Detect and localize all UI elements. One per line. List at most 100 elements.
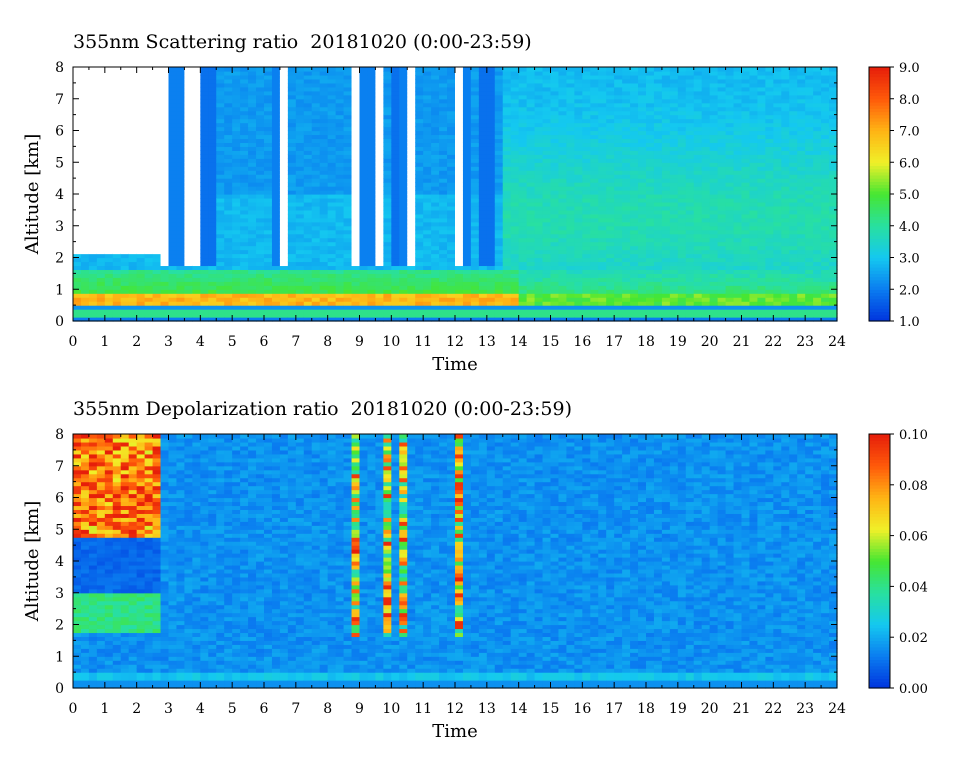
- heatmap-cell: [287, 67, 297, 72]
- heatmap-cell: [598, 166, 607, 171]
- heatmap-cell: [295, 82, 305, 88]
- heatmap-cell: [335, 130, 345, 136]
- heatmap-cell: [646, 201, 655, 207]
- heatmap-cell: [494, 86, 504, 92]
- heatmap-cell: [558, 201, 568, 207]
- heatmap-cell: [494, 237, 504, 243]
- heatmap-cell: [240, 313, 249, 318]
- heatmap-cell: [606, 98, 615, 104]
- heatmap-cell: [271, 317, 281, 322]
- heatmap-cell: [208, 229, 217, 235]
- heatmap-cell: [120, 213, 130, 219]
- heatmap-cell: [351, 249, 361, 255]
- heatmap-cell: [685, 225, 695, 231]
- heatmap-cell: [200, 170, 209, 175]
- heatmap-cell: [327, 233, 337, 239]
- heatmap-cell: [439, 277, 448, 282]
- heatmap-cell: [264, 130, 273, 136]
- heatmap-cell: [80, 245, 90, 251]
- heatmap-cell: [630, 154, 639, 159]
- heatmap-cell: [677, 78, 687, 84]
- heatmap-cell: [646, 162, 655, 167]
- heatmap-cell: [598, 110, 607, 116]
- heatmap-cell: [638, 273, 647, 278]
- heatmap-cell: [638, 130, 647, 136]
- heatmap-cell: [224, 225, 233, 231]
- heatmap-cell: [343, 142, 353, 147]
- heatmap-cell: [462, 217, 472, 223]
- heatmap-cell: [582, 245, 591, 251]
- heatmap-cell: [622, 241, 631, 247]
- heatmap-cell: [399, 90, 408, 96]
- heatmap-cell: [303, 309, 313, 314]
- heatmap-cell: [256, 305, 265, 310]
- heatmap-cell: [359, 201, 369, 207]
- heatmap-cell: [638, 102, 647, 108]
- heatmap-cell: [264, 201, 273, 207]
- heatmap-cell: [542, 194, 552, 199]
- heatmap-cell: [327, 293, 337, 298]
- heatmap-cell: [646, 237, 655, 243]
- heatmap-cell: [303, 297, 313, 302]
- heatmap-cell: [598, 309, 607, 314]
- heatmap-cell: [510, 114, 520, 120]
- heatmap-cell: [383, 225, 392, 231]
- heatmap-cell: [327, 118, 337, 124]
- heatmap-cell: [542, 281, 552, 286]
- heatmap-cell: [478, 273, 488, 278]
- heatmap-cell: [271, 134, 281, 140]
- heatmap-cell: [232, 74, 241, 80]
- heatmap-cell: [216, 194, 225, 199]
- heatmap-cell: [104, 86, 114, 92]
- heatmap-cell: [407, 90, 416, 96]
- heatmap-cell: [526, 114, 536, 120]
- heatmap-cell: [216, 70, 225, 76]
- heatmap-cell: [462, 237, 472, 243]
- heatmap-cell: [240, 197, 249, 203]
- heatmap-cell: [638, 182, 647, 187]
- heatmap-cell: [502, 289, 512, 294]
- heatmap-cell: [518, 142, 528, 147]
- heatmap-cell: [351, 102, 361, 108]
- heatmap-cell: [335, 249, 345, 255]
- heatmap-cell: [550, 273, 560, 278]
- heatmap-cell: [653, 241, 663, 247]
- heatmap-cell: [470, 82, 480, 88]
- heatmap-cell: [399, 297, 408, 302]
- heatmap-cell: [168, 194, 178, 199]
- heatmap-cell: [661, 317, 671, 322]
- heatmap-cell: [399, 205, 408, 211]
- heatmap-cell: [96, 205, 106, 211]
- heatmap-cell: [486, 70, 496, 76]
- heatmap-cell: [439, 182, 448, 187]
- heatmap-cell: [526, 237, 536, 243]
- heatmap-cell: [383, 122, 392, 128]
- heatmap-cell: [240, 241, 249, 247]
- heatmap-cell: [653, 313, 663, 318]
- heatmap-cell: [271, 277, 281, 282]
- heatmap-cell: [152, 249, 162, 255]
- heatmap-cell: [319, 138, 329, 144]
- heatmap-cell: [287, 162, 297, 167]
- heatmap-cell: [661, 130, 671, 136]
- heatmap-cell: [152, 313, 162, 318]
- heatmap-cell: [470, 313, 480, 318]
- heatmap-cell: [383, 205, 392, 211]
- heatmap-cell: [415, 182, 424, 187]
- heatmap-cell: [216, 317, 225, 322]
- heatmap-cell: [431, 285, 440, 290]
- heatmap-cell: [439, 150, 448, 155]
- heatmap-cell: [256, 194, 265, 199]
- heatmap-cell: [192, 166, 201, 171]
- heatmap-cell: [431, 166, 440, 171]
- heatmap-cell: [423, 106, 432, 112]
- heatmap-cell: [423, 178, 432, 183]
- heatmap-cell: [486, 265, 496, 271]
- heatmap-cell: [399, 110, 408, 116]
- heatmap-cell: [160, 174, 170, 179]
- heatmap-cell: [200, 106, 209, 112]
- heatmap-cell: [606, 277, 615, 282]
- heatmap-cell: [176, 309, 186, 314]
- heatmap-cell: [73, 102, 82, 108]
- heatmap-cell: [311, 182, 321, 187]
